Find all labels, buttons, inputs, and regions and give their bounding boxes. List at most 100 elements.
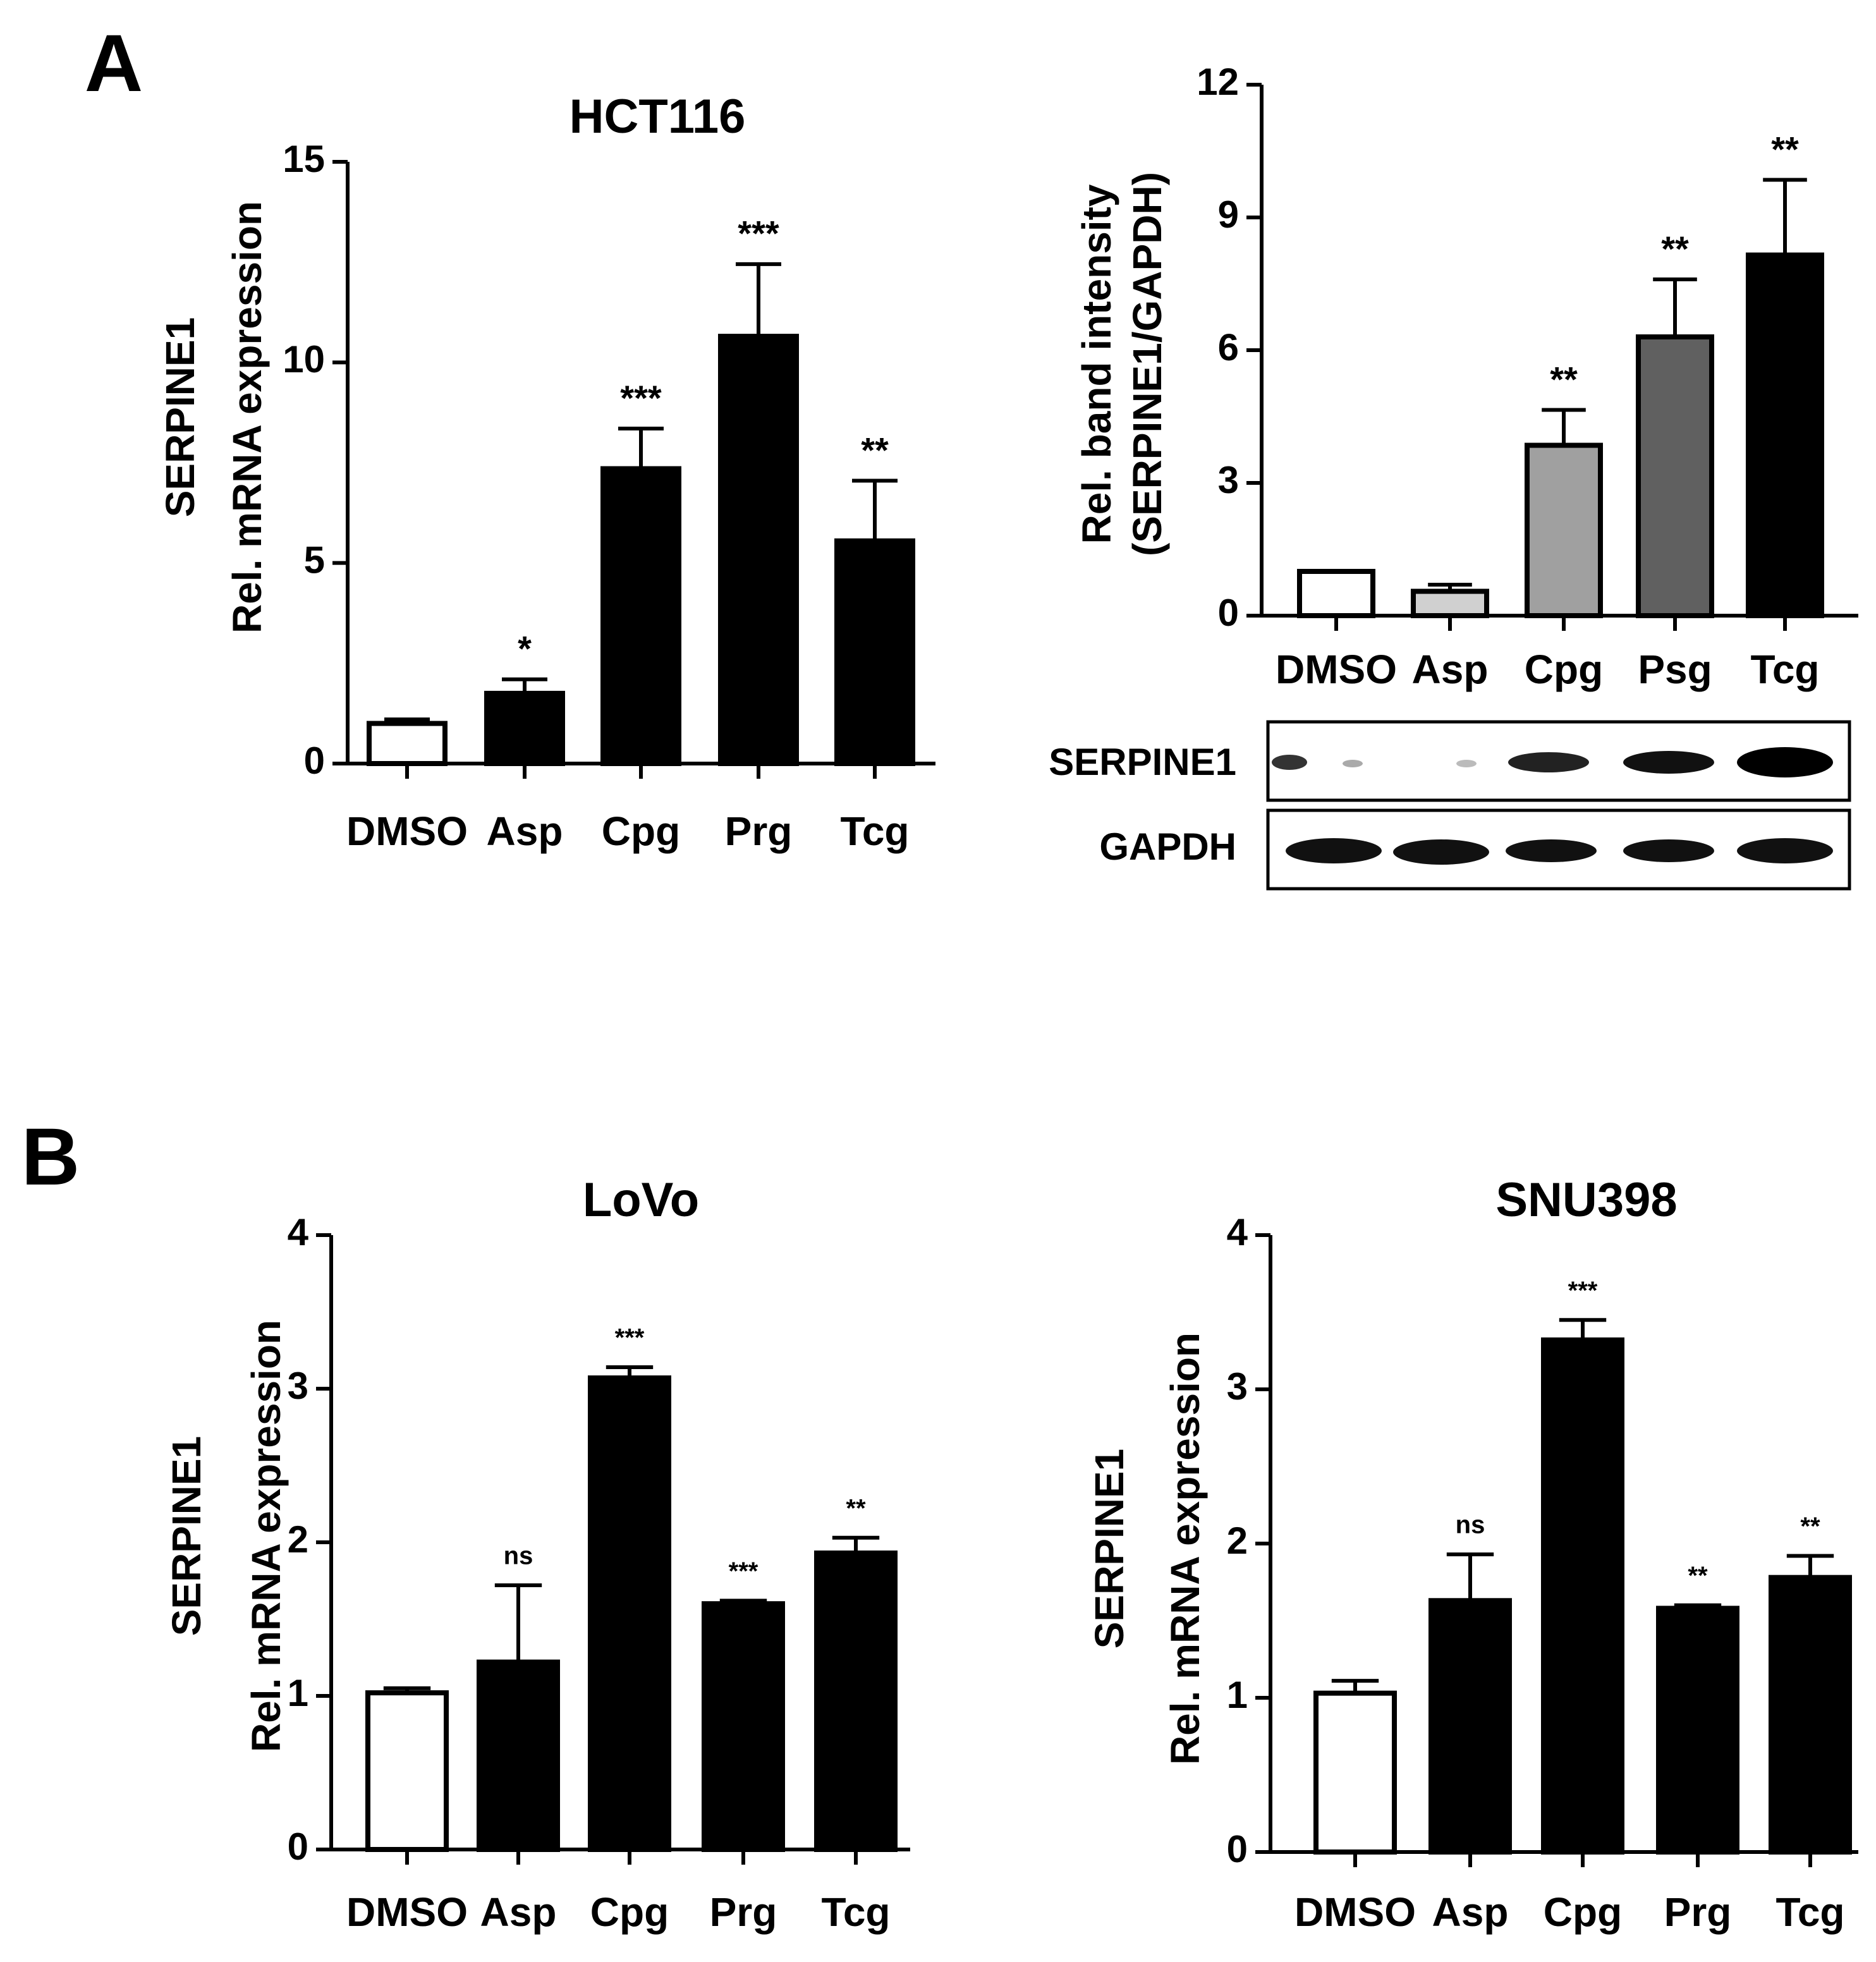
y-tick-label: 15 <box>283 138 325 180</box>
bar <box>477 1659 560 1853</box>
bar <box>702 1601 785 1852</box>
band <box>1737 838 1833 863</box>
significance-label: ** <box>861 430 889 470</box>
bar <box>484 690 565 767</box>
bar <box>588 1375 671 1852</box>
x-tick-label: Prg <box>725 808 793 854</box>
significance-label: *** <box>738 214 779 253</box>
chart-title: LoVo <box>583 1173 699 1227</box>
band <box>1506 839 1597 862</box>
panel-letter: B <box>21 1112 80 1202</box>
band <box>1623 839 1714 862</box>
bar <box>365 1690 449 1852</box>
band <box>1508 752 1589 772</box>
significance-label: *** <box>620 378 662 418</box>
blot-label: SERPINE1 <box>1049 741 1236 783</box>
band <box>1272 755 1307 770</box>
chart-title: HCT116 <box>570 90 746 143</box>
y-axis-label: Rel. mRNA expression <box>1162 1332 1208 1765</box>
band <box>1343 760 1363 767</box>
x-tick-label: Cpg <box>1544 1889 1622 1935</box>
y-tick-label: 3 <box>1227 1365 1248 1408</box>
y-axis-label: Rel. mRNA expression <box>224 201 270 633</box>
y-axis-label: Rel. band intensity <box>1074 184 1119 544</box>
y-tick-label: 1 <box>288 1672 308 1714</box>
significance-label: ** <box>1771 129 1799 169</box>
x-tick-label: Asp <box>1432 1889 1509 1935</box>
y-tick-label: 2 <box>1227 1520 1248 1562</box>
significance-label: ** <box>1688 1562 1708 1590</box>
y-tick-label: 0 <box>304 740 325 782</box>
significance-label: *** <box>729 1557 758 1585</box>
bar <box>718 334 799 766</box>
y-tick-label: 0 <box>288 1825 308 1868</box>
x-tick-label: DMSO <box>346 808 468 854</box>
y-tick-label: 5 <box>304 539 325 582</box>
significance-label: ** <box>846 1494 866 1522</box>
x-tick-label: Prg <box>710 1889 777 1935</box>
significance-label: ** <box>1550 359 1578 399</box>
x-tick-label: Cpg <box>602 808 680 854</box>
band <box>1456 760 1477 767</box>
significance-label: ** <box>1661 229 1689 269</box>
y-tick-label: 2 <box>288 1518 308 1561</box>
y-tick-label: 4 <box>1227 1211 1248 1253</box>
y-tick-label: 3 <box>288 1365 308 1407</box>
y-tick-label: 12 <box>1197 61 1239 103</box>
band <box>1393 839 1489 865</box>
y-axis-label: SERPINE1 <box>157 317 203 518</box>
significance-label: *** <box>1568 1277 1598 1305</box>
x-tick-label: Cpg <box>590 1889 669 1935</box>
bar <box>1297 569 1375 618</box>
x-tick-label: Tcg <box>1776 1889 1844 1935</box>
x-tick-label: Asp <box>480 1889 557 1935</box>
x-tick-label: Asp <box>487 808 563 854</box>
y-tick-label: 0 <box>1218 592 1239 634</box>
y-tick-label: 1 <box>1227 1674 1248 1716</box>
significance-label: * <box>518 629 532 669</box>
significance-label: *** <box>615 1324 645 1352</box>
bar <box>1428 1598 1512 1855</box>
bar <box>1313 1690 1397 1855</box>
y-tick-label: 3 <box>1218 459 1239 501</box>
y-tick-label: 0 <box>1227 1828 1248 1870</box>
significance-label: ns <box>1456 1511 1485 1539</box>
significance-label: ** <box>1800 1513 1820 1540</box>
bar <box>1541 1337 1624 1855</box>
bar <box>1656 1606 1739 1855</box>
band <box>1737 747 1833 777</box>
bar <box>1636 334 1714 618</box>
band <box>1623 751 1714 774</box>
y-axis-label: SERPINE1 <box>164 1436 209 1636</box>
panel-letter: A <box>85 18 143 109</box>
bar <box>600 466 681 767</box>
y-tick-label: 6 <box>1218 326 1239 369</box>
bar <box>1746 252 1824 618</box>
bar <box>834 538 915 766</box>
chart-title: SNU398 <box>1495 1173 1677 1227</box>
x-tick-label: Prg <box>1664 1889 1732 1935</box>
y-tick-label: 4 <box>288 1211 309 1253</box>
y-tick-label: 9 <box>1218 193 1239 236</box>
x-tick-label: DMSO <box>1276 647 1397 692</box>
x-tick-label: DMSO <box>1294 1889 1416 1935</box>
y-tick-label: 10 <box>283 338 325 381</box>
band <box>1286 838 1382 863</box>
x-tick-label: Tcg <box>1750 647 1819 692</box>
x-tick-label: Psg <box>1638 647 1712 692</box>
y-axis-label: SERPINE1 <box>1087 1449 1132 1649</box>
blot-label: GAPDH <box>1099 826 1236 868</box>
y-axis-label: Rel. mRNA expression <box>243 1320 289 1752</box>
bar <box>1525 442 1603 618</box>
bar <box>1769 1575 1852 1855</box>
x-tick-label: Tcg <box>840 808 909 854</box>
y-axis-label: (SERPINE1/GAPDH) <box>1124 172 1170 556</box>
x-tick-label: DMSO <box>346 1889 468 1935</box>
bar <box>1411 588 1489 618</box>
x-tick-label: Tcg <box>821 1889 890 1935</box>
x-tick-label: Cpg <box>1525 647 1603 692</box>
bar <box>367 721 448 766</box>
x-tick-label: Asp <box>1412 647 1489 692</box>
bar <box>814 1551 898 1852</box>
